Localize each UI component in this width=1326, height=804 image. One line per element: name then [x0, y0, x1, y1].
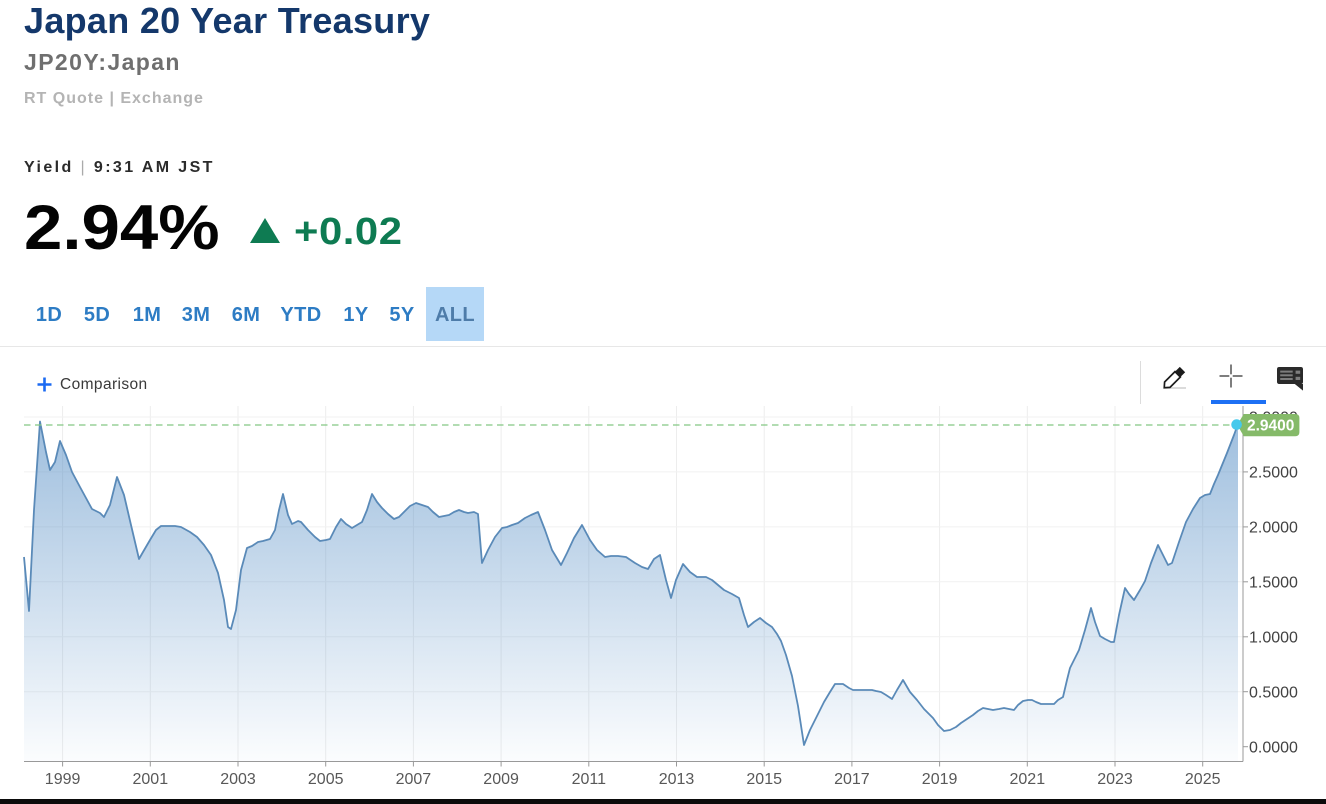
svg-text:0.5000: 0.5000	[1249, 685, 1298, 702]
svg-text:2017: 2017	[834, 771, 870, 788]
svg-text:2003: 2003	[220, 771, 256, 788]
svg-text:2.9400: 2.9400	[1247, 418, 1294, 435]
svg-text:1999: 1999	[45, 771, 81, 788]
svg-text:2005: 2005	[308, 771, 344, 788]
svg-text:2007: 2007	[396, 771, 432, 788]
svg-text:2015: 2015	[746, 771, 782, 788]
svg-text:2013: 2013	[659, 771, 695, 788]
svg-text:2019: 2019	[922, 771, 958, 788]
svg-text:2.5000: 2.5000	[1249, 465, 1298, 482]
svg-text:2023: 2023	[1097, 771, 1133, 788]
svg-text:2001: 2001	[133, 771, 169, 788]
svg-text:1.0000: 1.0000	[1249, 630, 1298, 647]
svg-text:2021: 2021	[1010, 771, 1046, 788]
svg-text:2025: 2025	[1185, 771, 1221, 788]
svg-text:2011: 2011	[572, 771, 607, 788]
svg-text:2.0000: 2.0000	[1249, 520, 1298, 537]
svg-text:1.5000: 1.5000	[1249, 575, 1298, 592]
svg-text:0.0000: 0.0000	[1249, 740, 1298, 757]
svg-text:2009: 2009	[483, 771, 519, 788]
